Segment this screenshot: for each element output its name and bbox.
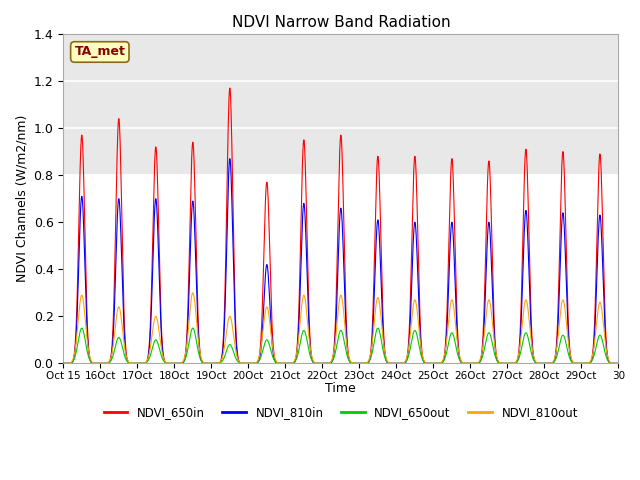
Line: NDVI_810in: NDVI_810in	[63, 159, 640, 363]
Line: NDVI_650out: NDVI_650out	[63, 328, 640, 363]
Line: NDVI_650in: NDVI_650in	[63, 88, 640, 363]
NDVI_650out	[561, 336, 569, 342]
NDVI_650out	[488, 337, 495, 343]
NDVI_810in	[226, 156, 234, 162]
NDVI_650out	[78, 325, 86, 331]
NDVI_650in	[226, 85, 234, 91]
NDVI_810out	[525, 320, 533, 326]
NDVI_810in	[180, 358, 188, 363]
NDVI_810out	[561, 306, 569, 312]
NDVI_810out	[189, 290, 196, 296]
NDVI_650in	[60, 360, 67, 366]
Y-axis label: NDVI Channels (W/m2/nm): NDVI Channels (W/m2/nm)	[15, 115, 28, 282]
NDVI_650in	[561, 193, 569, 199]
NDVI_650out	[525, 341, 533, 347]
NDVI_810out	[60, 360, 67, 366]
Line: NDVI_810out: NDVI_810out	[63, 293, 640, 363]
X-axis label: Time: Time	[326, 383, 356, 396]
NDVI_810in	[436, 360, 444, 366]
NDVI_810in	[60, 360, 67, 366]
NDVI_810in	[561, 241, 569, 247]
NDVI_650out	[60, 360, 67, 366]
NDVI_810out	[180, 355, 188, 360]
Legend: NDVI_650in, NDVI_810in, NDVI_650out, NDVI_810out: NDVI_650in, NDVI_810in, NDVI_650out, NDV…	[99, 401, 583, 423]
NDVI_650in	[436, 360, 444, 366]
NDVI_810in	[488, 270, 495, 276]
NDVI_650out	[436, 360, 444, 366]
NDVI_810out	[488, 312, 495, 318]
Text: TA_met: TA_met	[74, 46, 125, 59]
NDVI_810in	[525, 285, 533, 291]
Title: NDVI Narrow Band Radiation: NDVI Narrow Band Radiation	[232, 15, 450, 30]
Bar	[63, 34, 618, 175]
NDVI_810out	[436, 360, 444, 366]
NDVI_650in	[525, 255, 533, 261]
NDVI_650in	[180, 356, 188, 362]
NDVI_650in	[488, 230, 495, 236]
NDVI_650out	[181, 358, 189, 363]
